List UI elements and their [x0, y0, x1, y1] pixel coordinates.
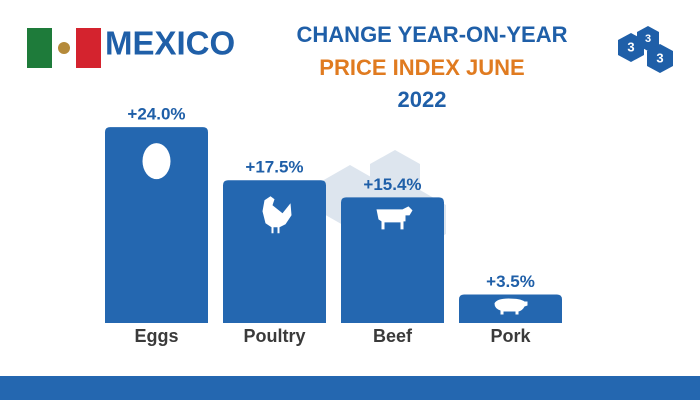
- chicken-icon: [262, 196, 292, 234]
- flag: [27, 28, 101, 68]
- cow-icon: [376, 206, 413, 230]
- bar: [223, 180, 326, 323]
- category-label: Poultry: [243, 326, 305, 346]
- value-label: +15.4%: [363, 175, 421, 194]
- value-label: +24.0%: [127, 105, 185, 124]
- pig-icon: [494, 298, 528, 315]
- country: MEXICO: [105, 25, 235, 62]
- bars: +24.0% Eggs +17.5% Poultry +15.4% Beef +3.5% Po…: [105, 105, 562, 346]
- value-label: +17.5%: [245, 158, 303, 177]
- title-line: PRICE INDEX JUNE: [319, 55, 524, 80]
- egg-icon: [142, 143, 171, 180]
- logo-digit: 3: [645, 33, 651, 45]
- logo-digit: 3: [627, 39, 634, 54]
- subtitle: 2022: [398, 87, 447, 112]
- category-label: Beef: [373, 326, 413, 346]
- category-label: Eggs: [134, 326, 178, 346]
- logo: 3 3 3: [618, 26, 673, 73]
- logo-digit: 3: [656, 50, 663, 65]
- value-label: +3.5%: [486, 272, 535, 291]
- category-label: Pork: [490, 326, 531, 346]
- bar: [341, 197, 444, 323]
- footer-band: [0, 376, 700, 400]
- title-line: CHANGE YEAR-ON-YEAR: [297, 22, 568, 47]
- bar: [105, 127, 208, 323]
